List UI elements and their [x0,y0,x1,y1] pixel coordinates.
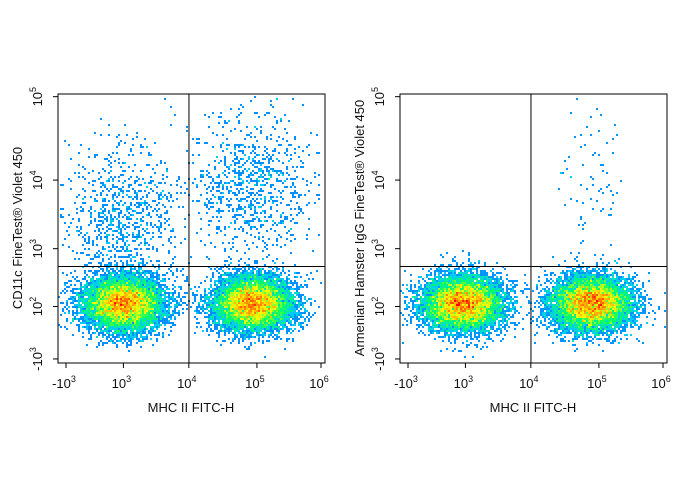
y-tick-label: 105 [28,87,45,106]
y-tick-label: 102 [370,297,387,316]
plot-area-cd11c [58,96,322,358]
x-tick-label: -103 [394,374,418,391]
y-tick-label: 103 [370,239,387,258]
x-axis-title: MHC II FITC-H [148,400,235,415]
y-axis-ticks-cd11c: -103 102 103 104 105 [28,87,58,371]
x-tick-label: 103 [454,374,473,391]
x-tick-label: -103 [52,374,76,391]
x-tick-label: 104 [519,374,538,391]
x-tick-label: 104 [177,374,196,391]
y-tick-label: 103 [28,239,45,258]
y-tick-label: -103 [28,347,45,371]
x-tick-label: 103 [112,374,131,391]
panel-isotype: -103 103 104 105 106 -103 102 103 104 105 MHC II… [352,87,671,415]
y-axis-ticks-isotype: -103 102 103 104 105 [370,87,400,371]
y-axis-title: Armenian Hamster IgG FineTest® Violet 45… [352,100,367,356]
y-tick-label: 104 [28,170,45,189]
y-tick-label: 102 [28,297,45,316]
x-tick-label: 105 [587,374,606,391]
plot-frame-cd11c [57,93,326,364]
y-tick-label: 104 [370,170,387,189]
panel-cd11c: -103 103 104 105 106 -103 102 103 104 105 MHC II… [10,87,329,415]
plot-area-isotype [400,98,666,358]
x-tick-label: 106 [651,374,670,391]
x-tick-label: 105 [245,374,264,391]
x-axis-ticks-isotype: -103 103 104 105 106 [394,363,671,391]
y-tick-label: 105 [370,87,387,106]
plot-frame-isotype [399,93,668,364]
y-axis-title: CD11c FineTest® Violet 450 [10,147,25,309]
x-axis-ticks-cd11c: -103 103 104 105 106 [52,363,329,391]
x-axis-title: MHC II FITC-H [490,400,577,415]
x-tick-label: 106 [309,374,328,391]
y-tick-label: -103 [370,347,387,371]
